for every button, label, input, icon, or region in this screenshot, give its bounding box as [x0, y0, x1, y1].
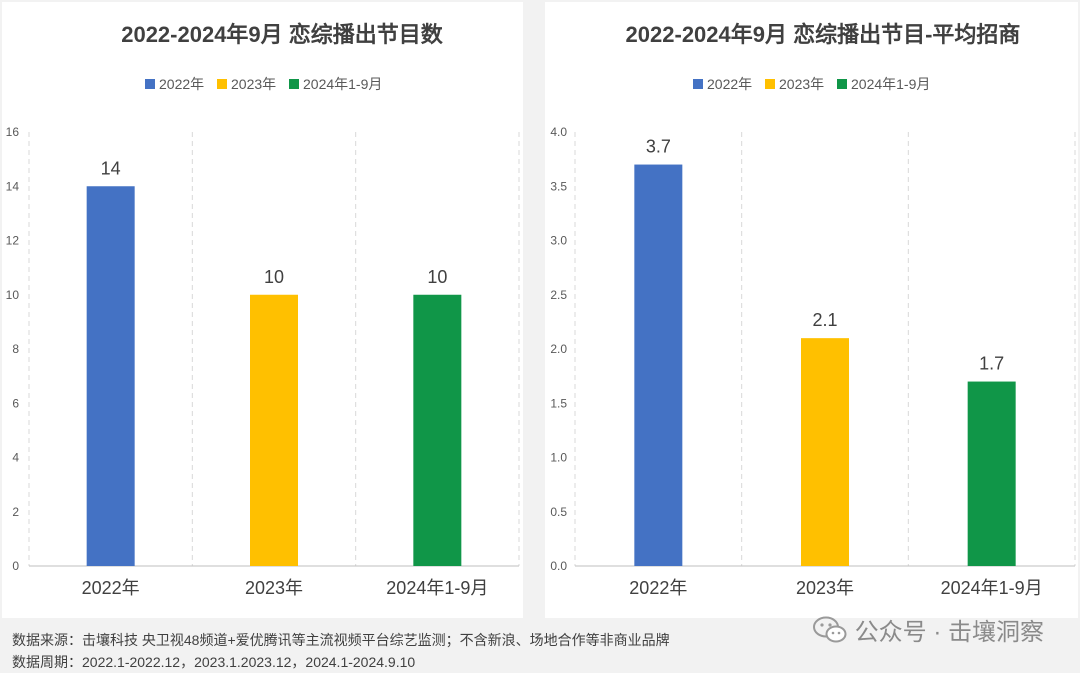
x-category-label: 2022年 — [629, 578, 687, 598]
bar — [86, 186, 135, 566]
y-tick-label: 2.0 — [550, 342, 567, 356]
y-tick-label: 0.5 — [550, 505, 567, 519]
legend-label: 2023年 — [779, 76, 824, 92]
legend-label: 2022年 — [159, 76, 204, 92]
y-tick-label: 3.5 — [550, 179, 567, 193]
y-tick-label: 0 — [12, 559, 19, 573]
footer-source: 数据来源：击壤科技 央卫视48频道+爱优腾讯等主流视频平台综艺监测；不含新浪、场… — [12, 632, 670, 648]
y-tick-label: 2 — [12, 505, 19, 519]
y-tick-label: 14 — [6, 179, 20, 193]
bar — [250, 294, 298, 566]
data-label: 14 — [101, 158, 121, 178]
y-tick-label: 4.0 — [550, 125, 567, 139]
y-tick-label: 3.0 — [550, 234, 567, 248]
bar — [801, 338, 849, 566]
chart-panel-avg-sponsorship: 2022-2024年9月 恋综播出节目-平均招商 2022年 2023年 2024年1… — [545, 2, 1078, 618]
legend-label: 2024年1-9月 — [303, 76, 382, 92]
x-category-label: 2023年 — [796, 578, 854, 598]
y-tick-label: 2.5 — [550, 288, 567, 302]
watermark-text: 公众号 · 击壤洞察 — [854, 619, 1044, 646]
data-label: 10 — [264, 267, 284, 287]
y-tick-label: 4 — [12, 451, 19, 465]
legend-swatch — [289, 79, 299, 89]
legend-swatch — [145, 79, 155, 89]
x-category-label: 2024年1-9月 — [941, 578, 1043, 598]
y-tick-label: 8 — [12, 342, 19, 356]
legend-swatch — [217, 79, 227, 89]
x-category-label: 2024年1-9月 — [386, 578, 488, 598]
x-category-label: 2022年 — [82, 578, 140, 598]
y-tick-label: 12 — [6, 234, 20, 248]
chart-program-count: 2022-2024年9月 恋综播出节目数 2022年 2023年 2024年1-9月 0… — [6, 22, 520, 598]
legend-swatch — [693, 79, 703, 89]
legend-label: 2022年 — [707, 76, 752, 92]
chart-panel-program-count: 2022-2024年9月 恋综播出节目数 2022年 2023年 2024年1-9月 0… — [2, 2, 523, 618]
data-label: 3.7 — [646, 137, 671, 157]
bar — [967, 381, 1016, 566]
chart-title: 2022-2024年9月 恋综播出节目数 — [121, 22, 444, 47]
y-tick-label: 16 — [6, 125, 20, 139]
y-tick-label: 1.5 — [550, 396, 567, 410]
wechat-icon — [812, 616, 847, 642]
bar — [413, 294, 462, 566]
y-tick-label: 6 — [12, 396, 19, 410]
legend-swatch — [765, 79, 775, 89]
legend-label: 2024年1-9月 — [851, 76, 930, 92]
chart-title: 2022-2024年9月 恋综播出节目-平均招商 — [626, 22, 1021, 47]
data-label: 1.7 — [979, 354, 1004, 374]
y-tick-label: 1.0 — [550, 451, 567, 465]
data-label: 2.1 — [812, 310, 837, 330]
data-label: 10 — [427, 267, 447, 287]
chart-avg-sponsorship: 2022-2024年9月 恋综播出节目-平均招商 2022年 2023年 2024年1… — [550, 22, 1076, 598]
footer-period: 数据周期：2022.1-2022.12，2023.1.2023.12，2024.… — [12, 654, 416, 670]
bar — [634, 164, 683, 567]
legend-label: 2023年 — [231, 76, 276, 92]
y-tick-label: 10 — [6, 288, 20, 302]
legend-swatch — [837, 79, 847, 89]
y-tick-label: 0.0 — [550, 559, 567, 573]
watermark: 公众号 · 击壤洞察 — [812, 612, 1044, 647]
x-category-label: 2023年 — [245, 578, 303, 598]
